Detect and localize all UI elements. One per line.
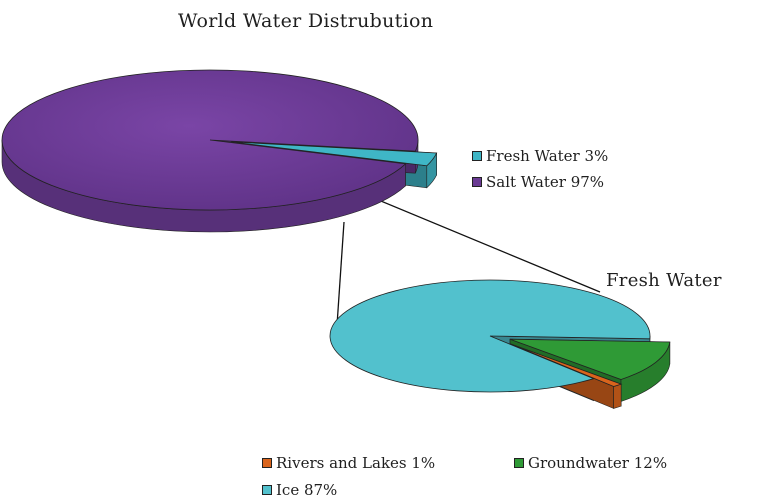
fresh-water-pie-title: Fresh Water (606, 270, 722, 291)
legend-label-ice: Ice 87% (276, 481, 338, 499)
legend-label-rivers-and-lakes: Rivers and Lakes 1% (276, 454, 436, 472)
main-pie-slice-salt-water (1, 69, 419, 211)
legend-label-groundwater: Groundwater 12% (528, 454, 668, 472)
legend-swatch-salt-water (472, 177, 482, 187)
fresh-pie-slice-rivers-and-lakes (509, 343, 623, 387)
legend-label-salt-water: Salt Water 97% (486, 173, 605, 191)
legend-swatch-rivers-and-lakes (262, 458, 272, 468)
fresh-pie-slice-ice (329, 279, 651, 393)
legend-item-ice: Ice 87% (262, 481, 337, 499)
legend-label-fresh-water: Fresh Water 3% (486, 147, 609, 165)
legend-item-rivers-and-lakes: Rivers and Lakes 1% (262, 454, 435, 472)
legend-swatch-fresh-water (472, 151, 482, 161)
legend-item-groundwater: Groundwater 12% (514, 454, 667, 472)
legend-item-salt-water: Salt Water 97% (472, 173, 604, 191)
legend-item-fresh-water: Fresh Water 3% (472, 147, 608, 165)
main-pie-slice-fresh-water (231, 141, 438, 167)
legend-swatch-ice (262, 485, 272, 495)
chart-title: World Water Distrubution (178, 10, 434, 32)
fresh-pie-slice-groundwater (509, 338, 671, 380)
legend-swatch-groundwater (514, 458, 524, 468)
fresh-pie-side-rivers-and-lakes (613, 383, 622, 409)
